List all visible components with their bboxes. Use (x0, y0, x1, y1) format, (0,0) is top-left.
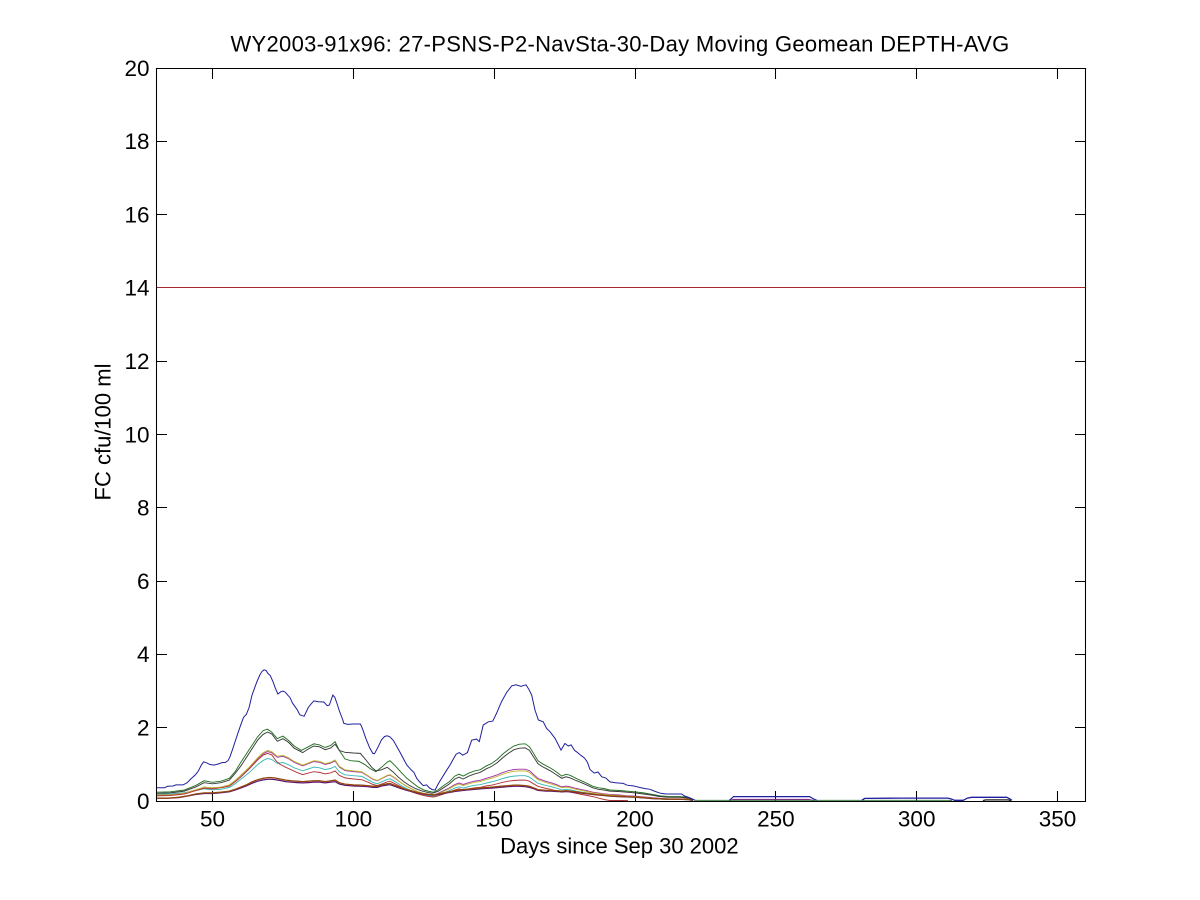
svg-text:FC cfu/100 ml: FC cfu/100 ml (91, 364, 116, 501)
svg-text:10: 10 (124, 422, 149, 447)
svg-text:Days since Sep 30 2002: Days since Sep 30 2002 (500, 834, 739, 859)
svg-text:150: 150 (475, 807, 513, 832)
svg-text:16: 16 (124, 202, 149, 227)
svg-text:14: 14 (124, 276, 149, 301)
svg-text:12: 12 (124, 349, 149, 374)
svg-text:200: 200 (616, 807, 654, 832)
svg-text:50: 50 (200, 807, 225, 832)
svg-text:8: 8 (137, 496, 150, 521)
svg-text:4: 4 (137, 642, 150, 667)
svg-text:2: 2 (137, 716, 150, 741)
svg-text:350: 350 (1039, 807, 1077, 832)
svg-text:6: 6 (137, 569, 150, 594)
svg-text:250: 250 (757, 807, 795, 832)
svg-text:18: 18 (124, 129, 149, 154)
svg-text:300: 300 (898, 807, 936, 832)
svg-text:100: 100 (335, 807, 373, 832)
svg-text:WY2003-91x96: 27-PSNS-P2-NavSt: WY2003-91x96: 27-PSNS-P2-NavSta-30-Day M… (230, 32, 1009, 57)
svg-text:20: 20 (124, 56, 149, 81)
svg-text:0: 0 (137, 789, 150, 814)
